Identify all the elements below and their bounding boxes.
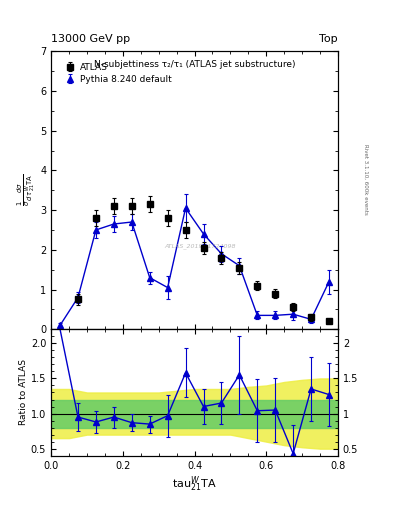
Y-axis label: $\frac{1}{\sigma}\frac{d\sigma}{d\,\tau_{21}^{W}\mathrm{TA}}$: $\frac{1}{\sigma}\frac{d\sigma}{d\,\tau_… [16, 174, 37, 206]
X-axis label: tau$_{21}^{W}$TA: tau$_{21}^{W}$TA [172, 475, 217, 494]
Text: ATLAS_2019_I1724098: ATLAS_2019_I1724098 [165, 243, 236, 249]
Text: Rivet 3.1.10, 600k events: Rivet 3.1.10, 600k events [363, 144, 368, 215]
Text: 13000 GeV pp: 13000 GeV pp [51, 33, 130, 44]
Y-axis label: Ratio to ATLAS: Ratio to ATLAS [19, 359, 28, 425]
Legend: ATLAS, Pythia 8.240 default: ATLAS, Pythia 8.240 default [61, 61, 174, 86]
Text: N-subjettiness τ₂/τ₁ (ATLAS jet substructure): N-subjettiness τ₂/τ₁ (ATLAS jet substruc… [94, 59, 295, 69]
Text: Top: Top [320, 33, 338, 44]
